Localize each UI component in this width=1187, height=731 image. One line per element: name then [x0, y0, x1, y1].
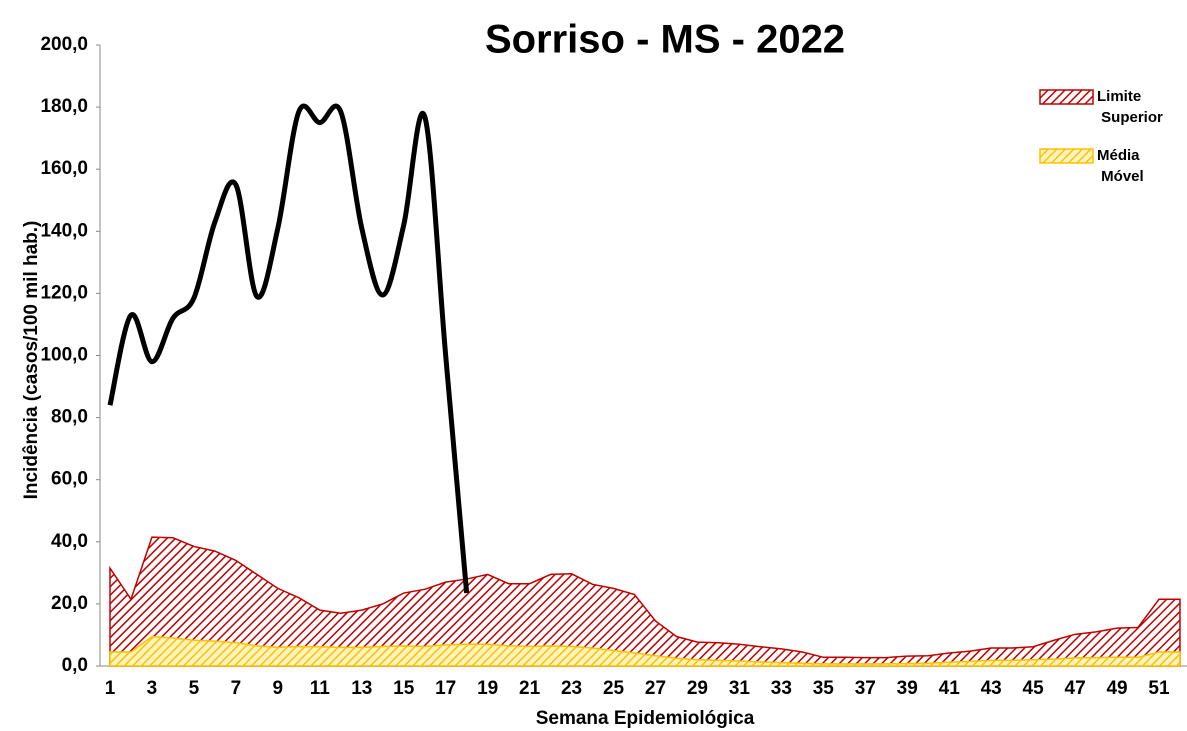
y-tick-label: 160,0: [40, 158, 88, 179]
y-tick-label: 180,0: [40, 96, 88, 117]
y-tick-label: 20,0: [51, 593, 88, 614]
y-tick-label: 80,0: [51, 407, 88, 428]
y-tick-label: 100,0: [40, 345, 88, 366]
chart-title: Sorriso - MS - 2022: [485, 18, 845, 62]
x-tick-label: 33: [771, 678, 792, 699]
x-tick-label: 5: [189, 678, 200, 699]
y-tick-label: 120,0: [40, 282, 88, 303]
y-tick-label: 40,0: [51, 531, 88, 552]
x-tick-label: 27: [645, 678, 666, 699]
area: [109, 635, 1181, 667]
x-tick-label: 37: [855, 678, 876, 699]
x-tick-label: 31: [729, 678, 751, 699]
legend-swatch: [1039, 89, 1094, 105]
legend-label: Média Móvel: [1097, 147, 1144, 185]
y-tick-label: 140,0: [40, 220, 88, 241]
y-tick-label: 0,0: [62, 655, 88, 676]
x-tick-label: 41: [939, 678, 961, 699]
area: [109, 536, 1181, 667]
x-tick-label: 17: [435, 678, 456, 699]
y-tick-label: 60,0: [51, 469, 88, 490]
x-tick-label: 47: [1065, 678, 1086, 699]
x-tick-label: 35: [813, 678, 835, 699]
x-tick-label: 25: [603, 678, 625, 699]
x-tick-label: 9: [273, 678, 284, 699]
x-tick-label: 1: [105, 678, 116, 699]
y-tick-label: 200,0: [40, 34, 88, 55]
x-axis-label: Semana Epidemiológica: [536, 708, 755, 729]
x-tick-label: 39: [897, 678, 918, 699]
x-tick-label: 49: [1106, 678, 1127, 699]
x-tick-label: 23: [561, 678, 582, 699]
x-tick-label: 15: [393, 678, 415, 699]
x-tick-label: 29: [687, 678, 708, 699]
x-tick-label: 43: [981, 678, 1002, 699]
x-tick-label: 21: [519, 678, 541, 699]
x-tick-label: 45: [1023, 678, 1045, 699]
x-tick-label: 51: [1148, 678, 1170, 699]
y-axis-label: Incidência (casos/100 mil hab.): [21, 221, 42, 500]
x-tick-label: 13: [351, 678, 372, 699]
line: [107, 103, 470, 594]
x-tick-label: 11: [310, 678, 331, 699]
x-tick-label: 7: [231, 678, 242, 699]
x-tick-label: 3: [147, 678, 158, 699]
x-tick-label: 19: [477, 678, 498, 699]
legend-label: Limite Superior: [1097, 88, 1163, 126]
legend-swatch: [1039, 148, 1094, 164]
